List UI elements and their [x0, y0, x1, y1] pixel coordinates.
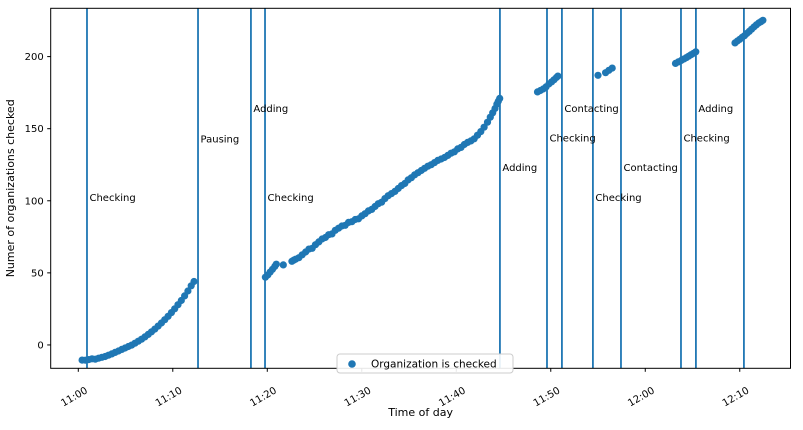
y-axis-title: Numer of organizations checked — [4, 99, 17, 277]
y-tick-label: 0 — [37, 340, 43, 351]
scatter-point — [190, 277, 198, 286]
event-label: Adding — [698, 104, 733, 115]
legend-label: Organization is checked — [371, 359, 497, 371]
y-tick-label: 50 — [31, 268, 44, 279]
x-axis-title: Time of day — [387, 406, 453, 419]
event-label: Checking — [268, 193, 314, 204]
x-tick-label: 11:10 — [154, 385, 184, 409]
scatter-point — [608, 64, 616, 72]
scatter-point — [496, 94, 504, 102]
legend-box — [336, 353, 514, 374]
scatter-point — [272, 260, 280, 268]
event-label: Adding — [253, 104, 288, 115]
scatter-point — [279, 261, 287, 269]
event-label: Contacting — [623, 163, 677, 174]
x-tick-label: 12:10 — [721, 385, 751, 409]
scatter-point — [759, 16, 767, 24]
x-tick-label: 11:50 — [532, 385, 562, 409]
scatter-point — [184, 287, 192, 295]
x-tick-label: 12:00 — [626, 385, 656, 409]
y-axis: 0 50 100 150 200 — [25, 52, 51, 351]
scatter-series — [78, 16, 767, 364]
scatter-point — [554, 72, 562, 80]
event-label: Pausing — [201, 134, 240, 145]
y-tick-label: 100 — [25, 196, 44, 207]
y-tick-label: 150 — [25, 124, 44, 135]
event-label: Checking — [683, 134, 729, 145]
event-labels: Checking Pausing Adding Checking Adding Check… — [89, 104, 733, 204]
event-label: Adding — [502, 163, 537, 174]
event-vlines — [86, 8, 745, 369]
scatter-point — [692, 48, 700, 56]
event-label: Checking — [549, 134, 595, 145]
event-label: Contacting — [564, 104, 618, 115]
x-tick-label: 11:00 — [59, 385, 89, 409]
legend-marker-icon — [348, 360, 356, 368]
event-label: Checking — [595, 193, 641, 204]
event-label: Checking — [89, 193, 135, 204]
x-axis: 11:00 11:10 11:20 11:30 11:40 11:50 12:00 12:10 — [59, 368, 751, 409]
x-tick-label: 11:30 — [343, 385, 373, 409]
y-tick-label: 200 — [25, 52, 44, 63]
x-tick-label: 11:20 — [248, 385, 278, 409]
scatter-point — [594, 71, 602, 79]
legend: Organization is checked — [336, 353, 514, 374]
